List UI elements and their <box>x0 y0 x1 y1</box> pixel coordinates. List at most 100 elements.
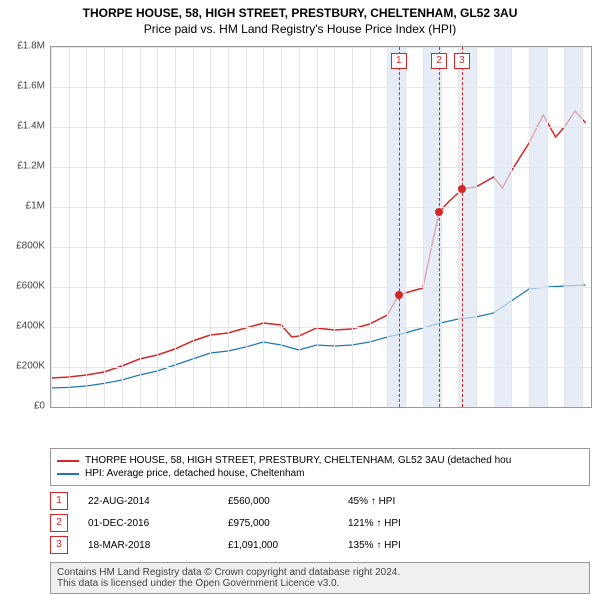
gridline-vertical <box>228 47 229 407</box>
gridline-horizontal <box>51 127 591 128</box>
x-axis-label: 2007 <box>259 407 270 408</box>
gridline-horizontal <box>51 47 591 48</box>
sale-row: 1 22-AUG-2014£560,00045% ↑ HPI <box>50 492 590 510</box>
gridline-vertical <box>564 47 565 407</box>
x-axis-label: 2001 <box>153 407 164 408</box>
gridline-vertical <box>423 47 424 407</box>
gridline-vertical <box>511 47 512 407</box>
sale-row-date: 18-MAR-2018 <box>88 540 228 551</box>
x-axis-label: 2024 <box>560 407 571 408</box>
x-axis-label: 2010 <box>313 407 324 408</box>
gridline-vertical <box>387 47 388 407</box>
gridline-horizontal <box>51 367 591 368</box>
x-axis-label: 2021 <box>507 407 518 408</box>
gridline-horizontal <box>51 207 591 208</box>
x-axis-label: 1995 <box>50 407 58 408</box>
gridline-vertical <box>51 47 52 407</box>
y-axis-label: £1M <box>5 201 45 212</box>
x-axis-label: 2022 <box>525 407 536 408</box>
gridline-vertical <box>122 47 123 407</box>
x-axis-label: 2025 <box>578 407 589 408</box>
sale-marker-dot <box>458 185 466 193</box>
gridline-vertical <box>334 47 335 407</box>
gridline-horizontal <box>51 167 591 168</box>
gridline-vertical <box>441 47 442 407</box>
sale-marker-line <box>462 47 463 407</box>
gridline-vertical <box>405 47 406 407</box>
sale-row-delta: 45% ↑ HPI <box>348 496 590 507</box>
gridline-vertical <box>458 47 459 407</box>
gridline-horizontal <box>51 327 591 328</box>
sale-marker-box: 3 <box>454 53 470 69</box>
sale-row-delta: 135% ↑ HPI <box>348 540 590 551</box>
x-axis-label: 1996 <box>65 407 76 408</box>
chart-subtitle: Price paid vs. HM Land Registry's House … <box>0 22 600 36</box>
x-axis-label: 2018 <box>454 407 465 408</box>
gridline-vertical <box>157 47 158 407</box>
x-axis-label: 2006 <box>242 407 253 408</box>
gridline-vertical <box>476 47 477 407</box>
gridline-vertical <box>547 47 548 407</box>
sale-row-delta: 121% ↑ HPI <box>348 518 590 529</box>
sale-row-number: 2 <box>50 514 68 532</box>
sale-row-price: £560,000 <box>228 496 348 507</box>
x-axis-label: 2009 <box>295 407 306 408</box>
gridline-vertical <box>140 47 141 407</box>
year-band <box>387 47 405 407</box>
gridline-vertical <box>246 47 247 407</box>
x-axis-label: 2000 <box>136 407 147 408</box>
legend: THORPE HOUSE, 58, HIGH STREET, PRESTBURY… <box>50 448 590 486</box>
sale-row-date: 22-AUG-2014 <box>88 496 228 507</box>
x-axis-label: 2017 <box>437 407 448 408</box>
y-axis-label: £400K <box>5 321 45 332</box>
y-axis-label: £0 <box>5 401 45 412</box>
gridline-vertical <box>193 47 194 407</box>
legend-swatch-property <box>57 460 79 462</box>
x-axis-label: 1999 <box>118 407 129 408</box>
x-axis-label: 1997 <box>82 407 93 408</box>
sale-row-number: 3 <box>50 536 68 554</box>
gridline-horizontal <box>51 247 591 248</box>
gridline-vertical <box>529 47 530 407</box>
gridline-vertical <box>104 47 105 407</box>
x-axis-label: 2015 <box>401 407 412 408</box>
y-axis-label: £200K <box>5 361 45 372</box>
gridline-vertical <box>263 47 264 407</box>
sale-row: 201-DEC-2016£975,000121% ↑ HPI <box>50 514 590 532</box>
data-attribution: Contains HM Land Registry data © Crown c… <box>50 562 590 594</box>
gridline-vertical <box>317 47 318 407</box>
x-axis-label: 2012 <box>348 407 359 408</box>
year-band <box>494 47 512 407</box>
sale-row: 318-MAR-2018£1,091,000135% ↑ HPI <box>50 536 590 554</box>
title-block: THORPE HOUSE, 58, HIGH STREET, PRESTBURY… <box>0 0 600 36</box>
gridline-horizontal <box>51 407 591 408</box>
x-axis-label: 2013 <box>366 407 377 408</box>
legend-row-hpi: HPI: Average price, detached house, Chel… <box>57 468 583 479</box>
x-axis-label: 2004 <box>206 407 217 408</box>
legend-label-hpi: HPI: Average price, detached house, Chel… <box>85 468 304 479</box>
sale-marker-line <box>439 47 440 407</box>
gridline-vertical <box>210 47 211 407</box>
sale-marker-dot <box>435 208 443 216</box>
gridline-horizontal <box>51 287 591 288</box>
plot-area: 1995199619971998199920002001200220032004… <box>50 46 592 408</box>
y-axis-label: £800K <box>5 241 45 252</box>
gridline-vertical <box>281 47 282 407</box>
sale-row-number: 1 <box>50 492 68 510</box>
legend-swatch-hpi <box>57 473 79 475</box>
y-axis-label: £600K <box>5 281 45 292</box>
x-axis-label: 1998 <box>100 407 111 408</box>
attribution-line1: Contains HM Land Registry data © Crown c… <box>57 567 583 578</box>
x-axis-label: 2002 <box>171 407 182 408</box>
year-band <box>458 47 476 407</box>
sales-table: 1 22-AUG-2014£560,00045% ↑ HPI 2 01-DEC-201… <box>50 492 590 554</box>
x-axis-label: 2008 <box>277 407 288 408</box>
x-axis-label: 2019 <box>472 407 483 408</box>
x-axis-label: 2011 <box>330 407 341 408</box>
chart-container: THORPE HOUSE, 58, HIGH STREET, PRESTBURY… <box>0 0 600 594</box>
sale-marker-box: 2 <box>431 53 447 69</box>
gridline-vertical <box>582 47 583 407</box>
y-axis-label: £1.8M <box>5 41 45 52</box>
chart-title-address: THORPE HOUSE, 58, HIGH STREET, PRESTBURY… <box>0 6 600 20</box>
sale-row-date: 01-DEC-2016 <box>88 518 228 529</box>
